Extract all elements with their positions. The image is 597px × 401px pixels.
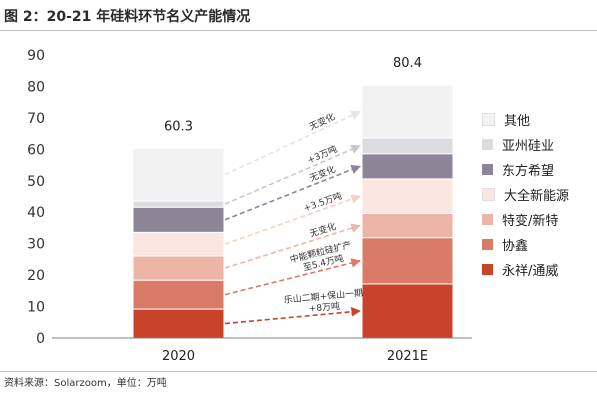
y-tick-label: 90 xyxy=(27,48,45,64)
y-tick-label: 40 xyxy=(27,205,45,221)
y-tick-label: 60 xyxy=(27,142,45,158)
annotation-arrows xyxy=(224,110,361,325)
legend-label: 东方希望 xyxy=(502,164,555,179)
legend-item: 其他 xyxy=(482,107,569,132)
y-tick-label: 80 xyxy=(27,79,45,95)
legend-item: 东方希望 xyxy=(482,157,569,182)
legend-swatch xyxy=(482,239,493,250)
source-note: 资料来源：Solarzoom，单位：万吨 xyxy=(4,378,167,389)
annotation-label: +3.5万吨 xyxy=(302,190,344,215)
bar-segment xyxy=(132,147,225,202)
annotation-label: 无变化 xyxy=(308,220,337,240)
bar-segment xyxy=(132,206,225,233)
figure-title: 图 2：20-21 年硅料环节名义产能情况 xyxy=(4,9,251,25)
annotation-arrow xyxy=(224,258,361,296)
bar-segment xyxy=(361,137,454,155)
bar-segment xyxy=(361,178,454,214)
bar-segment xyxy=(361,212,454,239)
annotation-arrow xyxy=(224,165,361,221)
category-label: 2020 xyxy=(162,349,195,364)
bar-segment xyxy=(132,279,225,310)
y-tick-label: 0 xyxy=(36,331,45,347)
legend-item: 亚州硅业 xyxy=(482,132,569,157)
legend-label: 永祥/通威 xyxy=(502,264,559,279)
legend-swatch xyxy=(482,113,495,126)
annotation-arrow xyxy=(224,194,361,245)
legend-label: 大全新能源 xyxy=(504,189,570,204)
bar-segment xyxy=(361,84,454,139)
legend-label: 特变/新特 xyxy=(502,214,559,229)
legend-swatch xyxy=(482,139,493,150)
y-tick-label: 70 xyxy=(27,111,45,127)
legend-label: 协鑫 xyxy=(502,239,529,254)
legend-swatch xyxy=(482,188,495,201)
bar-segment xyxy=(132,255,225,281)
legend-swatch xyxy=(482,214,493,225)
title-divider xyxy=(0,30,597,31)
source-divider xyxy=(0,371,597,372)
legend-item: 协鑫 xyxy=(482,232,569,257)
y-tick-label: 10 xyxy=(27,300,45,316)
annotation-arrow xyxy=(224,144,361,205)
y-axis-ticks: 0 10 20 30 40 50 60 70 80 90 xyxy=(27,48,45,347)
y-tick-label: 30 xyxy=(27,237,45,253)
legend-item: 大全新能源 xyxy=(482,182,569,207)
bar-segment xyxy=(361,283,454,339)
legend-swatch xyxy=(482,164,493,175)
y-tick-label: 50 xyxy=(27,174,45,190)
legend-label: 其他 xyxy=(504,114,531,129)
legend-label: 亚州硅业 xyxy=(502,139,555,154)
legend-swatch xyxy=(482,264,493,275)
bar-segment xyxy=(132,200,225,208)
annotation-arrow xyxy=(224,306,361,325)
legend: 其他亚州硅业东方希望大全新能源特变/新特协鑫永祥/通威 xyxy=(482,107,569,282)
category-label: 2021E xyxy=(387,349,428,364)
bar-total-label: 80.4 xyxy=(393,56,422,71)
bar-segment xyxy=(361,153,454,180)
bar-segment xyxy=(132,231,225,257)
legend-item: 特变/新特 xyxy=(482,207,569,232)
annotation-label: +8万吨 xyxy=(308,300,340,315)
y-tick-label: 20 xyxy=(27,268,45,284)
bar-total-label: 60.3 xyxy=(164,119,193,134)
bar-segment xyxy=(132,308,225,339)
bar-segment xyxy=(361,237,454,285)
bar-segments xyxy=(52,84,472,339)
annotation-arrow xyxy=(224,110,361,176)
legend-item: 永祥/通威 xyxy=(482,257,569,282)
